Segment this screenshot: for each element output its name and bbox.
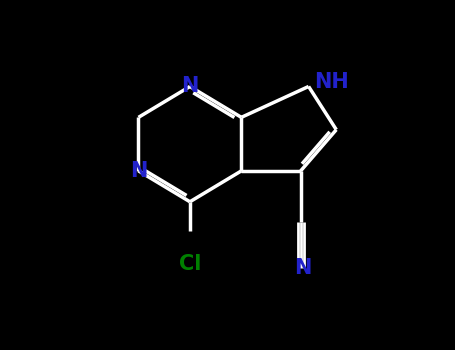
Text: N: N (130, 161, 147, 181)
Text: N: N (294, 258, 311, 278)
Text: N: N (181, 76, 198, 97)
Text: NH: NH (314, 72, 349, 92)
Text: Cl: Cl (179, 253, 201, 274)
